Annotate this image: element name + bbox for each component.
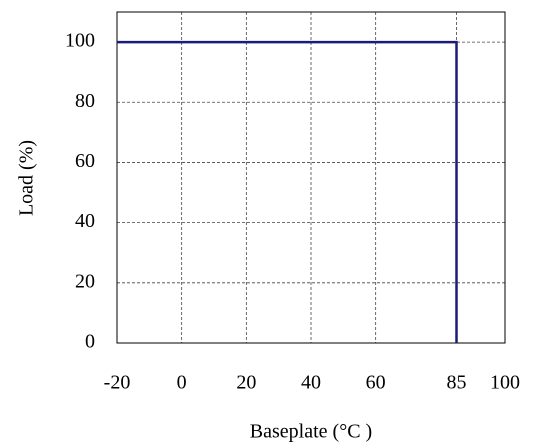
- y-axis-title: Load (%): [16, 140, 38, 216]
- y-tick-label: 100: [65, 30, 95, 52]
- x-tick-label: 60: [366, 372, 386, 394]
- x-tick-label: 20: [236, 372, 256, 394]
- x-tick-label: 0: [177, 372, 187, 394]
- data-line: [117, 40, 458, 343]
- x-tick-label: 85: [447, 372, 467, 394]
- x-tick-label: -20: [104, 372, 131, 394]
- plot-frame: [116, 11, 506, 344]
- y-tick-label: 0: [85, 331, 95, 353]
- y-tick-label: 80: [75, 90, 95, 112]
- x-tick-label: 100: [490, 372, 520, 394]
- x-axis-title: Baseplate (°C ): [250, 421, 372, 443]
- x-tick-label: 40: [301, 372, 321, 394]
- y-tick-label: 20: [75, 270, 95, 292]
- y-tick-label: 60: [75, 150, 95, 172]
- y-tick-label: 40: [75, 210, 95, 232]
